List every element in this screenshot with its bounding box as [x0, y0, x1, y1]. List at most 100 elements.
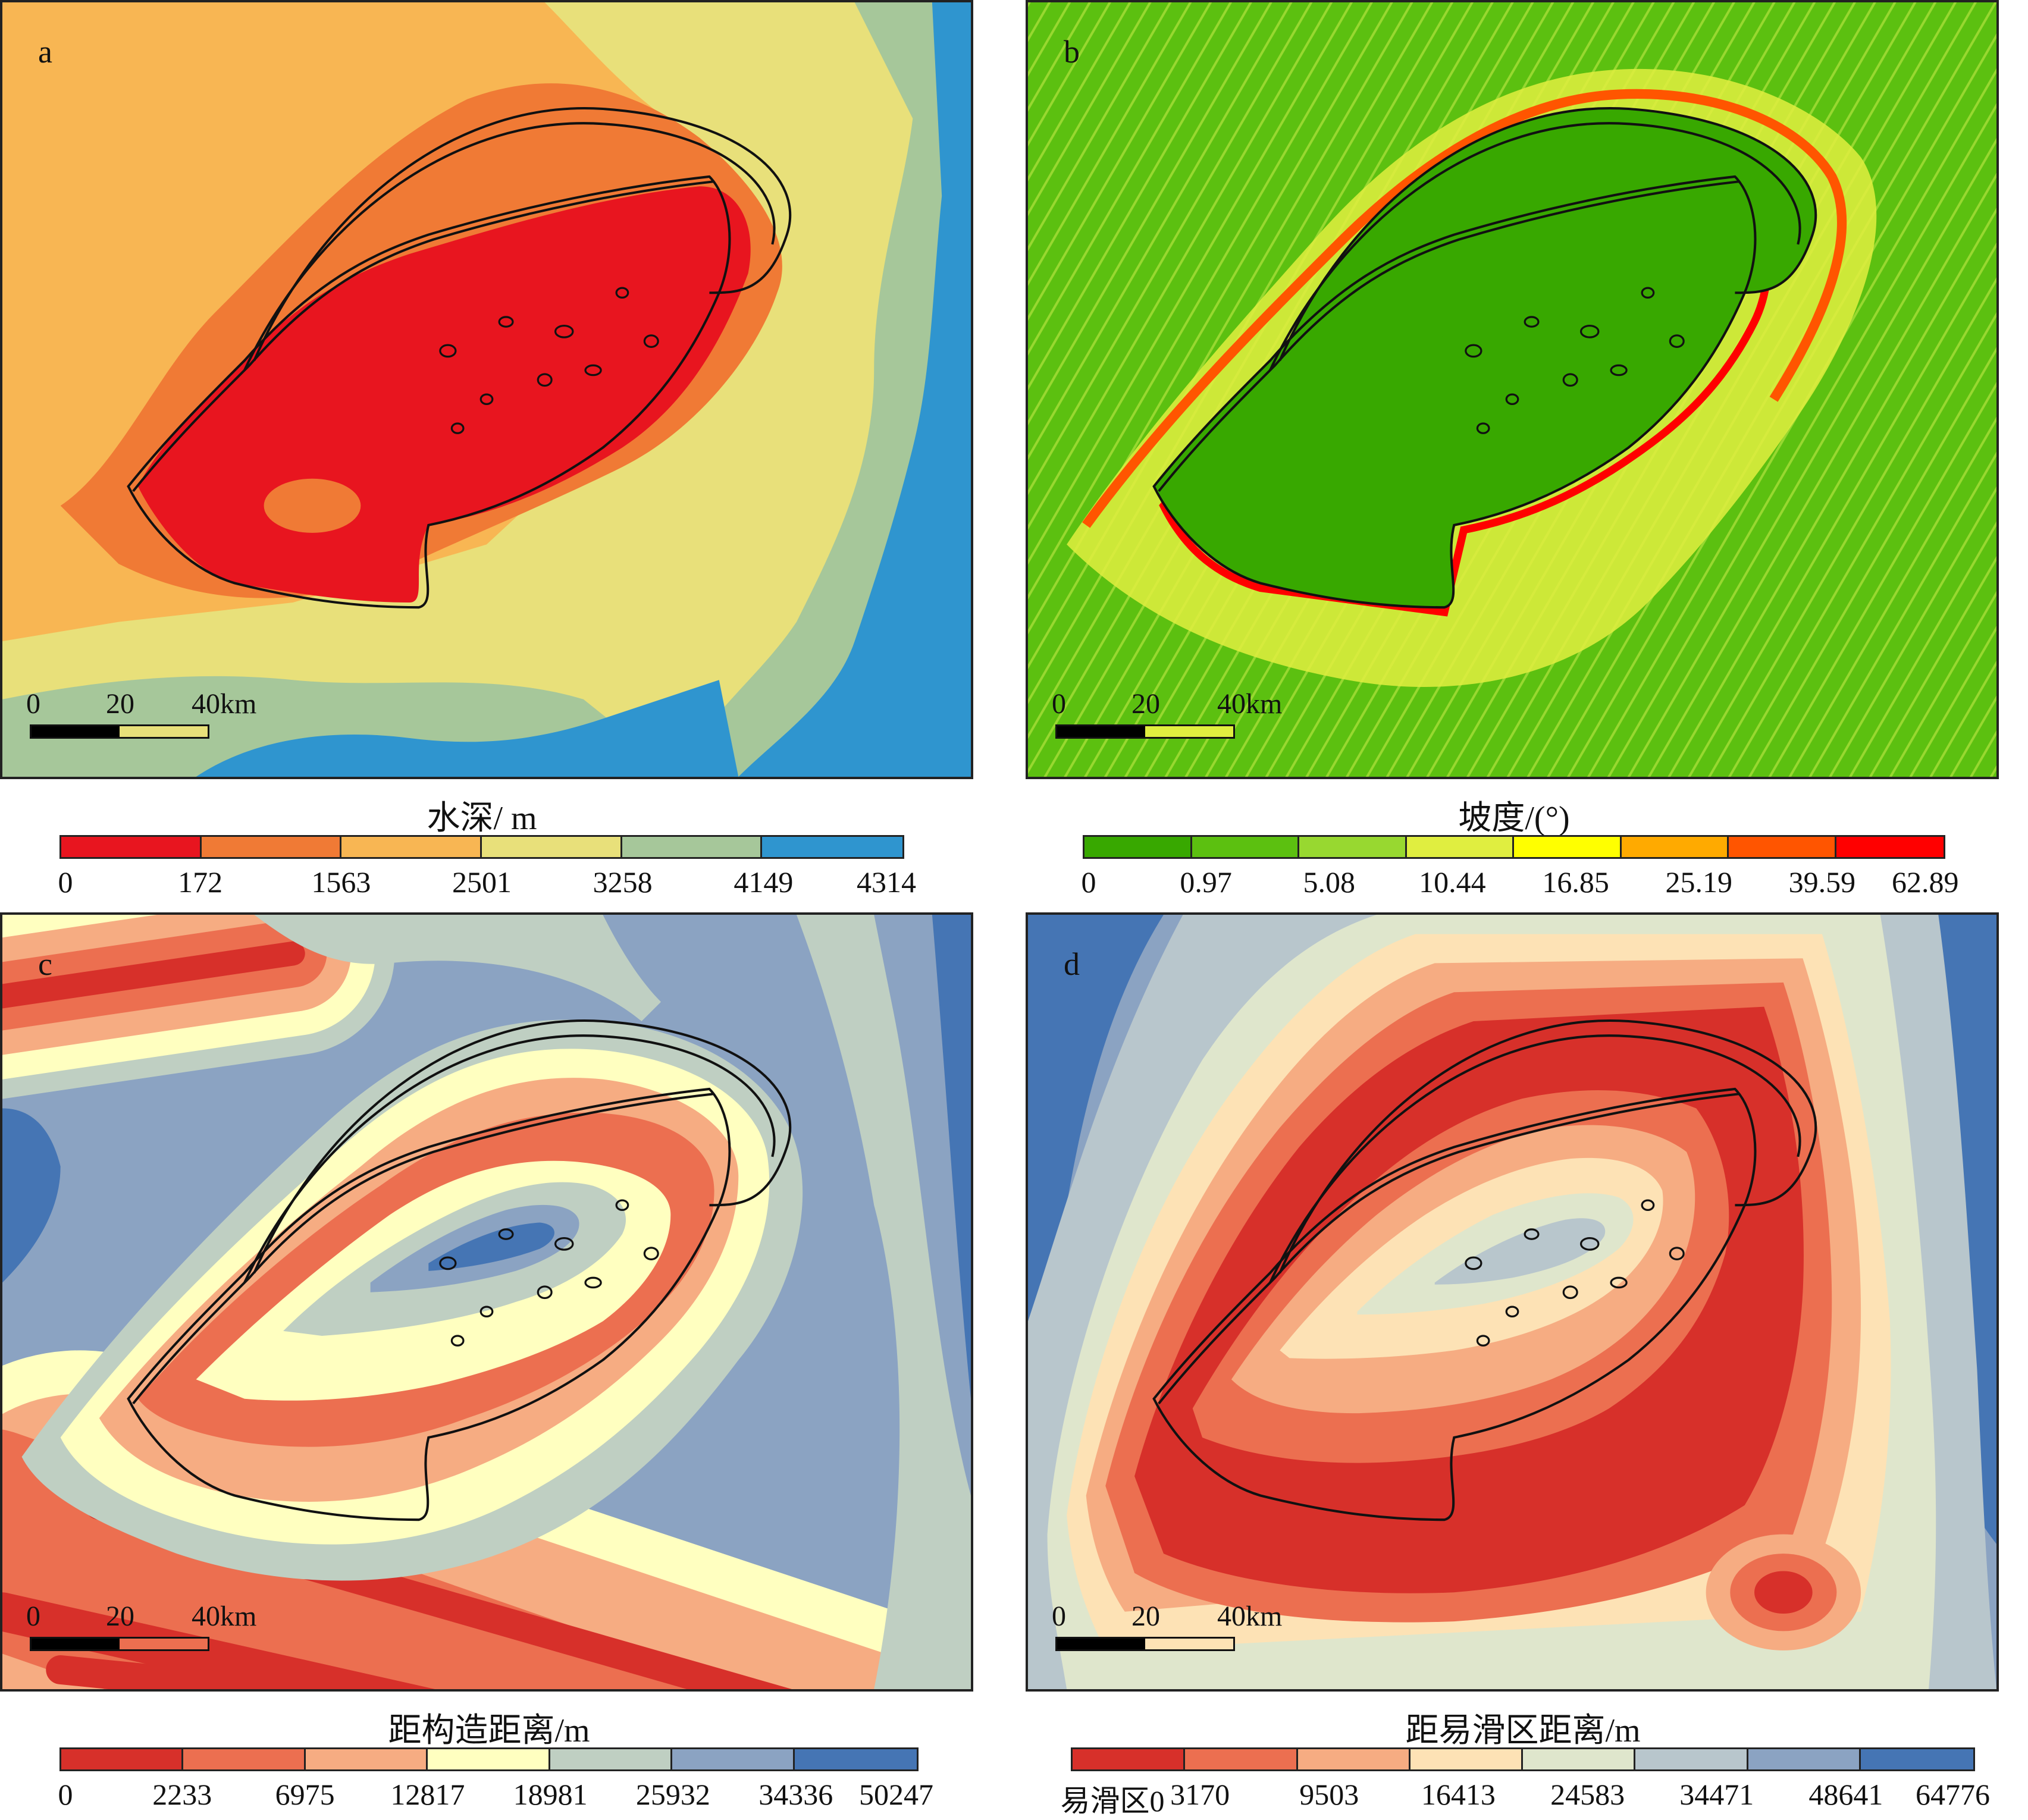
scale-bar-graphic: [30, 1637, 209, 1651]
legend-ramp: [1071, 1747, 1975, 1771]
legend-title: 坡度/(°): [1458, 800, 1570, 837]
legend-tick-label: 9503: [1299, 1778, 1359, 1811]
scale-bar: 0 20 40km: [26, 1600, 256, 1653]
legend-ticks: 易滑区0 3170 9503 16413 24583 34471 48641 64776: [1061, 1777, 1991, 1818]
scale-label-40: 40km: [1217, 688, 1283, 720]
legend-title: 水深/ m: [427, 800, 537, 837]
legend-tick-label: 25.19: [1665, 865, 1732, 899]
legend-tick-label: 62.89: [1892, 865, 1959, 899]
legend-tick-label: 6975: [275, 1778, 335, 1811]
legend-ramp: [59, 835, 904, 859]
legend-ticks: 0 172 1563 2501 3258 4149 4314: [58, 865, 917, 900]
legend-ramp: [1083, 835, 1945, 859]
scale-bar: 0 20 40km: [1052, 688, 1282, 741]
legend-ticks: 0 2233 6975 12817 18981 25932 34336 50247: [58, 1777, 934, 1813]
map-panel-c: c 0 20 40km: [0, 912, 973, 1692]
legend-swatch: [305, 1749, 428, 1769]
scale-label-0: 0: [1052, 1601, 1066, 1632]
legend-ticks: 0 0.97 5.08 10.44 16.85 25.19 39.59 62.89: [1081, 865, 1959, 900]
scale-label-0: 0: [26, 1601, 40, 1632]
legend-tick-label: 18981: [513, 1778, 588, 1811]
scale-label-40: 40km: [192, 688, 257, 720]
map-panel-b: b 0 20 40km: [1026, 0, 1999, 779]
legend-tick-label: 16413: [1421, 1778, 1496, 1811]
legend-tick-label: 4149: [734, 865, 794, 899]
legend-swatch: [1185, 1749, 1298, 1769]
scale-label-40: 40km: [1217, 1601, 1283, 1632]
legend-ramp: [59, 1747, 919, 1771]
scale-bar: 0 20 40km: [26, 688, 256, 741]
legend-tick-label: 16.85: [1542, 865, 1609, 899]
legend-swatch: [1192, 837, 1299, 857]
basin-outline: [127, 106, 791, 609]
legend-tick-label: 25932: [635, 1778, 710, 1811]
legend-swatch: [481, 837, 622, 857]
legend-a: 水深/ m 0 172 1563 2501 3258 4149 4314: [58, 791, 917, 904]
legend-swatch: [1523, 1749, 1636, 1769]
legend-tick-label: 172: [178, 865, 223, 899]
legend-swatch: [1635, 1749, 1748, 1769]
legend-swatch: [1836, 837, 1944, 857]
panel-letter: a: [38, 34, 52, 70]
legend-swatch: [201, 837, 342, 857]
scale-bar-graphic: [30, 724, 209, 739]
legend-swatch: [183, 1749, 306, 1769]
legend-tick-label: 0: [58, 1778, 73, 1811]
map-panel-d: d 0 20 40km: [1026, 912, 1999, 1692]
legend-swatch: [794, 1749, 917, 1769]
legend-tick-label: 易滑区0: [1060, 1784, 1165, 1818]
scale-label-20: 20: [1131, 1601, 1160, 1632]
legend-swatch: [428, 1749, 550, 1769]
legend-tick-label: 12817: [390, 1778, 465, 1811]
legend-tick-label: 4314: [857, 865, 916, 899]
legend-swatch: [1410, 1749, 1523, 1769]
scale-label-20: 20: [1131, 688, 1160, 720]
legend-tick-label: 0: [1081, 865, 1096, 899]
scale-bar-graphic: [1055, 1637, 1235, 1651]
structure-distance-map: [2, 915, 971, 1689]
scale-bar-graphic: [1055, 724, 1235, 739]
legend-swatch: [1748, 1749, 1861, 1769]
legend-b: 坡度/(°) 0 0.97 5.08 10.44 16.85 25.19 39.59 62.8…: [1081, 791, 1959, 904]
legend-swatch: [1514, 837, 1622, 857]
legend-tick-label: 1563: [311, 865, 371, 899]
legend-swatch: [1729, 837, 1836, 857]
legend-swatch: [550, 1749, 673, 1769]
map-panel-a: a 0 20 40km: [0, 0, 973, 779]
legend-tick-label: 64776: [1916, 1778, 1990, 1811]
legend-swatch: [1406, 837, 1514, 857]
legend-tick-label: 10.44: [1419, 865, 1486, 899]
legend-tick-label: 48641: [1808, 1778, 1883, 1811]
legend-swatch: [622, 837, 763, 857]
legend-tick-label: 34471: [1679, 1778, 1754, 1811]
panel-letter: c: [38, 946, 52, 982]
legend-swatch: [1297, 1749, 1410, 1769]
legend-tick-label: 3258: [593, 865, 653, 899]
panel-letter: b: [1064, 34, 1080, 70]
legend-tick-label: 5.08: [1303, 865, 1356, 899]
basin-outline: [1152, 106, 1817, 609]
legend-swatch: [61, 1749, 184, 1769]
legend-tick-label: 2501: [452, 865, 512, 899]
scale-label-0: 0: [26, 688, 40, 720]
scale-label-20: 20: [106, 688, 134, 720]
legend-swatch: [1084, 837, 1192, 857]
slide-zone-distance-map: [1028, 915, 1996, 1689]
scale-label-20: 20: [106, 1601, 134, 1632]
panel-letter: d: [1064, 946, 1080, 982]
legend-swatch: [341, 837, 482, 857]
slope-map: [1028, 2, 1996, 777]
legend-swatch: [762, 837, 902, 857]
scale-label-0: 0: [1052, 688, 1066, 720]
legend-swatch: [1299, 837, 1407, 857]
legend-swatch: [672, 1749, 795, 1769]
legend-tick-label: 0: [58, 865, 73, 899]
legend-tick-label: 50247: [859, 1778, 933, 1811]
legend-title: 距易滑区距离/m: [1405, 1712, 1641, 1749]
legend-tick-label: 0.97: [1180, 865, 1232, 899]
scale-bar: 0 20 40km: [1052, 1600, 1282, 1653]
legend-swatch: [1621, 837, 1729, 857]
legend-tick-label: 2233: [152, 1778, 212, 1811]
legend-tick-label: 34336: [758, 1778, 833, 1811]
legend-tick-label: 39.59: [1788, 865, 1856, 899]
